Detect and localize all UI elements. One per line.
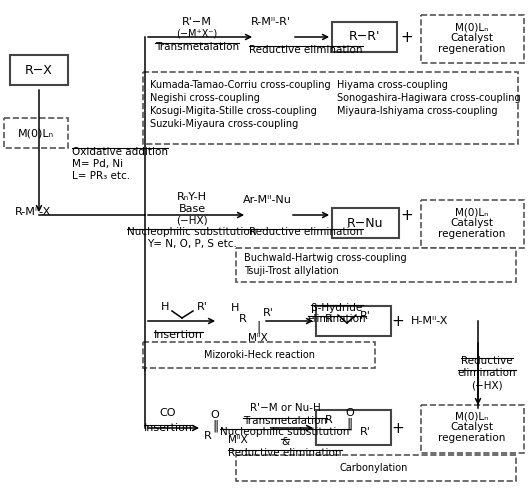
Text: R: R bbox=[204, 431, 212, 441]
Text: CO: CO bbox=[160, 408, 176, 418]
Text: Reductive elimination: Reductive elimination bbox=[249, 45, 363, 55]
Text: Oxidative addition: Oxidative addition bbox=[72, 147, 168, 157]
Text: Transmetalation: Transmetalation bbox=[155, 42, 239, 52]
Bar bbox=[236, 248, 516, 282]
Text: MᴵᴵX: MᴵᴵX bbox=[228, 435, 248, 445]
Text: H: H bbox=[231, 303, 239, 313]
Text: Ar-Mᴵᴵ-Nu: Ar-Mᴵᴵ-Nu bbox=[243, 195, 292, 205]
Text: regeneration: regeneration bbox=[438, 44, 506, 54]
Text: R': R' bbox=[197, 302, 208, 312]
Text: +: + bbox=[401, 29, 413, 45]
Bar bbox=[10, 55, 68, 85]
Text: Carbonylation: Carbonylation bbox=[340, 463, 408, 473]
Text: +: + bbox=[392, 314, 404, 328]
Bar bbox=[143, 72, 518, 144]
Text: Miyaura-Ishiyama cross-coupling: Miyaura-Ishiyama cross-coupling bbox=[337, 106, 498, 116]
Text: ‖: ‖ bbox=[347, 417, 353, 431]
Bar bbox=[316, 410, 391, 445]
Text: +: + bbox=[392, 420, 404, 436]
Text: MᴵᴵX: MᴵᴵX bbox=[248, 333, 268, 343]
Text: Insertion: Insertion bbox=[144, 423, 192, 433]
Text: R'−M: R'−M bbox=[182, 17, 212, 27]
Text: Catalyst: Catalyst bbox=[450, 33, 493, 43]
Text: Mizoroki-Heck reaction: Mizoroki-Heck reaction bbox=[204, 350, 314, 360]
Text: Reductive: Reductive bbox=[461, 356, 513, 366]
Text: ‖: ‖ bbox=[212, 419, 218, 433]
Text: Reductive elimination: Reductive elimination bbox=[249, 227, 363, 237]
Text: M(0)Lₙ: M(0)Lₙ bbox=[18, 128, 54, 138]
Bar bbox=[421, 405, 524, 453]
Text: β-Hydride: β-Hydride bbox=[312, 303, 363, 313]
Text: elimination: elimination bbox=[458, 368, 516, 378]
Text: O: O bbox=[346, 408, 355, 418]
Bar bbox=[332, 22, 397, 52]
Text: M(0)Lₙ: M(0)Lₙ bbox=[455, 22, 489, 32]
Text: R: R bbox=[325, 415, 333, 425]
Text: R': R' bbox=[360, 427, 371, 437]
Text: Nucleophilic substitution: Nucleophilic substitution bbox=[220, 427, 350, 437]
Bar bbox=[143, 342, 375, 368]
Bar bbox=[421, 200, 524, 248]
Text: (−HX): (−HX) bbox=[471, 380, 503, 390]
Text: Buchwald-Hartwig cross-coupling: Buchwald-Hartwig cross-coupling bbox=[244, 253, 407, 263]
Text: M(0)Lₙ: M(0)Lₙ bbox=[455, 207, 489, 217]
Text: (−M⁺X⁻): (−M⁺X⁻) bbox=[176, 29, 218, 39]
Bar bbox=[236, 455, 516, 481]
Text: R: R bbox=[239, 314, 247, 324]
Text: R-Mᴵᴵ-R': R-Mᴵᴵ-R' bbox=[251, 17, 291, 27]
Text: Insertion: Insertion bbox=[154, 330, 202, 340]
Text: Catalyst: Catalyst bbox=[450, 422, 493, 432]
Bar bbox=[4, 118, 68, 148]
Text: |: | bbox=[256, 320, 260, 334]
Text: Reductive elimination: Reductive elimination bbox=[228, 448, 342, 458]
Text: R: R bbox=[325, 314, 333, 324]
Text: Catalyst: Catalyst bbox=[450, 218, 493, 228]
Text: Transmetalation: Transmetalation bbox=[243, 416, 327, 426]
Text: Kosugi-Migita-Stille cross-coupling: Kosugi-Migita-Stille cross-coupling bbox=[150, 106, 317, 116]
Text: Sonogashira-Hagiwara cross-coupling: Sonogashira-Hagiwara cross-coupling bbox=[337, 93, 520, 103]
Text: L= PR₃ etc.: L= PR₃ etc. bbox=[72, 171, 130, 181]
Text: R−X: R−X bbox=[25, 64, 53, 76]
Text: regeneration: regeneration bbox=[438, 433, 506, 443]
Text: Kumada-Tamao-Corriu cross-coupling: Kumada-Tamao-Corriu cross-coupling bbox=[150, 80, 331, 90]
Text: elimination: elimination bbox=[308, 314, 366, 324]
Text: M= Pd, Ni: M= Pd, Ni bbox=[72, 159, 123, 169]
Text: +: + bbox=[401, 207, 413, 222]
Text: Negishi cross-coupling: Negishi cross-coupling bbox=[150, 93, 260, 103]
Text: &: & bbox=[281, 437, 289, 447]
Text: R'−M or Nu-H: R'−M or Nu-H bbox=[250, 403, 320, 413]
Text: Suzuki-Miyaura cross-coupling: Suzuki-Miyaura cross-coupling bbox=[150, 119, 298, 129]
Text: Base: Base bbox=[179, 204, 206, 214]
Text: R-Mᴵᴵ-X: R-Mᴵᴵ-X bbox=[15, 207, 51, 217]
Text: (−HX): (−HX) bbox=[176, 215, 208, 225]
Text: Nucleophilic substitution: Nucleophilic substitution bbox=[127, 227, 257, 237]
Text: Tsuji-Trost allylation: Tsuji-Trost allylation bbox=[244, 266, 339, 276]
Text: R': R' bbox=[360, 311, 371, 321]
Text: R−R': R−R' bbox=[348, 30, 380, 44]
Bar bbox=[332, 208, 399, 238]
Text: O: O bbox=[210, 410, 219, 420]
Text: R': R' bbox=[262, 308, 273, 318]
Bar bbox=[316, 306, 391, 336]
Text: Y= N, O, P, S etc.: Y= N, O, P, S etc. bbox=[147, 239, 237, 249]
Text: R−Nu: R−Nu bbox=[347, 217, 383, 229]
Text: RₙY-H: RₙY-H bbox=[177, 192, 207, 202]
Bar bbox=[421, 15, 524, 63]
Text: regeneration: regeneration bbox=[438, 229, 506, 239]
Text: Hiyama cross-coupling: Hiyama cross-coupling bbox=[337, 80, 448, 90]
Text: M(0)Lₙ: M(0)Lₙ bbox=[455, 411, 489, 421]
Text: H-Mᴵᴵ-X: H-Mᴵᴵ-X bbox=[411, 316, 448, 326]
Text: H: H bbox=[161, 302, 169, 312]
